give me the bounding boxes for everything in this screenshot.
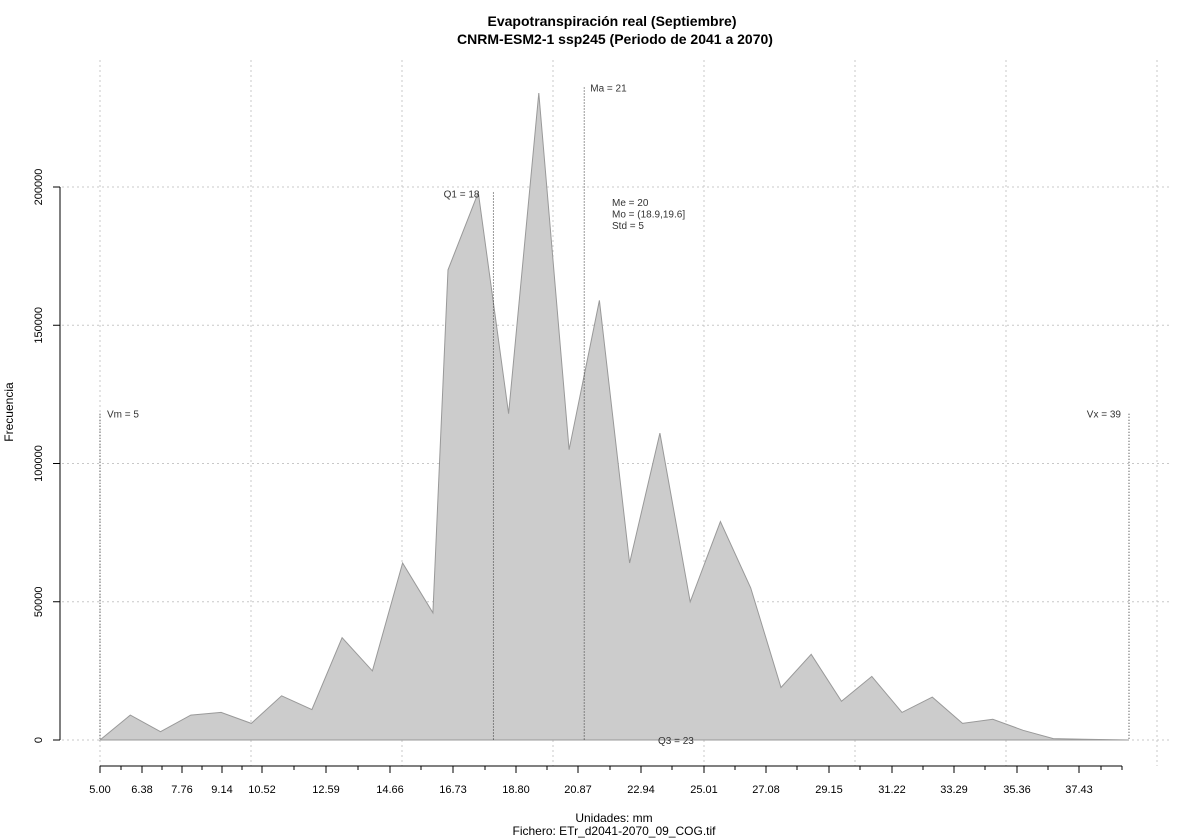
x-tick-label: 14.66 [376, 784, 404, 796]
x-tick-label: 7.76 [171, 784, 192, 796]
frequency-area [98, 92, 1130, 741]
y-tick-label: 200000 [33, 169, 45, 206]
reference-lines [99, 87, 1130, 740]
y-tick-label: 150000 [33, 307, 45, 344]
x-tick-label: 5.00 [89, 784, 110, 796]
y-tick-label: 0 [33, 737, 45, 743]
x-tick-label: 18.80 [502, 784, 530, 796]
x-tick-label: 31.22 [878, 784, 906, 796]
reference-label: Ma = 21 [590, 83, 627, 94]
stats-annotation-line: Me = 20 [612, 198, 649, 209]
chart-subtitle: CNRM-ESM2-1 ssp245 (Periodo de 2041 a 20… [457, 31, 773, 47]
x-axis-label: Unidades: mm [575, 811, 652, 825]
y-tick-label: 100000 [33, 445, 45, 482]
axes: 0 50000 100000 150000 200000 5.00 6.38 7.76 9.14… [33, 169, 1123, 796]
file-caption: Fichero: ETr_d2041-2070_09_COG.tif [513, 824, 717, 838]
x-tick-label: 20.87 [564, 784, 592, 796]
reference-label: Vm = 5 [107, 410, 139, 421]
x-tick-label: 33.29 [940, 784, 968, 796]
reference-label: Vx = 39 [1087, 410, 1122, 421]
x-tick-label: 12.59 [312, 784, 340, 796]
q3-label: Q3 = 23 [658, 736, 694, 747]
x-tick-label: 9.14 [211, 784, 232, 796]
x-tick-label: 29.15 [815, 784, 843, 796]
x-tick-label: 16.73 [439, 784, 467, 796]
stats-annotation-line: Std = 5 [612, 221, 644, 232]
x-tick-label: 25.01 [690, 784, 718, 796]
chart-title: Evapotranspiración real (Septiembre) [488, 13, 737, 29]
x-tick-label: 22.94 [627, 784, 655, 796]
y-axis-label: Frecuencia [2, 382, 16, 442]
x-tick-label: 35.36 [1003, 784, 1031, 796]
x-tick-label: 10.52 [248, 784, 276, 796]
stats-annotation-line: Mo = (18.9,19.6] [612, 210, 685, 221]
x-tick-label: 6.38 [131, 784, 152, 796]
x-tick-label: 27.08 [752, 784, 780, 796]
reference-label: Q1 = 18 [444, 190, 480, 201]
x-tick-label: 37.43 [1065, 784, 1093, 796]
y-tick-label: 50000 [33, 587, 45, 618]
